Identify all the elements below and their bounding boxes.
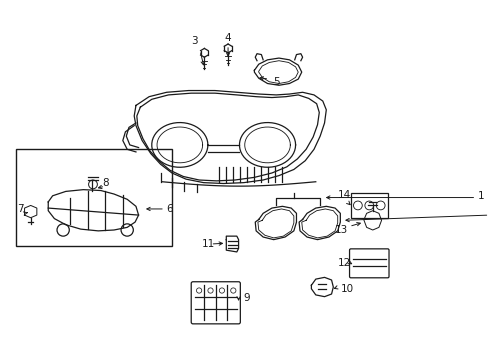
Bar bbox=[350, 193, 387, 218]
Text: 6: 6 bbox=[166, 204, 173, 214]
Text: 8: 8 bbox=[102, 177, 109, 188]
Text: 10: 10 bbox=[340, 284, 353, 294]
Text: 9: 9 bbox=[244, 293, 250, 303]
Text: 14: 14 bbox=[337, 190, 350, 200]
Text: 12: 12 bbox=[337, 258, 350, 268]
Text: 1: 1 bbox=[477, 191, 484, 201]
Bar bbox=[16, 149, 172, 246]
Text: 4: 4 bbox=[224, 33, 231, 43]
Text: 13: 13 bbox=[334, 225, 347, 235]
Text: 5: 5 bbox=[272, 77, 279, 87]
Text: 11: 11 bbox=[202, 239, 215, 249]
Text: 3: 3 bbox=[191, 36, 198, 46]
Text: 7: 7 bbox=[18, 204, 24, 214]
